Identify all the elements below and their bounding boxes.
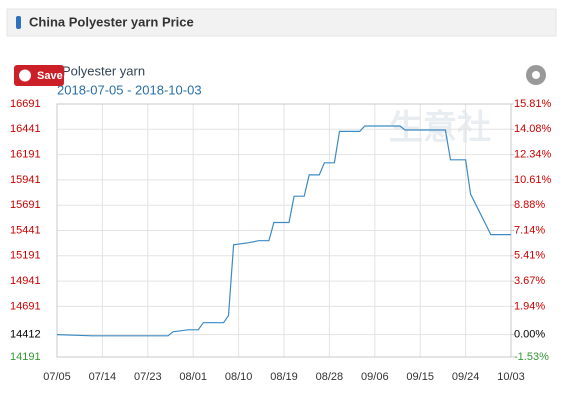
y-tick-label: 14412 bbox=[10, 329, 41, 341]
x-tick-label: 09/24 bbox=[452, 371, 480, 383]
x-tick-label: 08/10 bbox=[225, 371, 253, 383]
y2-tick-label: 0.00% bbox=[514, 329, 545, 341]
zoom-icon[interactable] bbox=[526, 65, 546, 85]
x-tick-label: 08/01 bbox=[179, 371, 207, 383]
y2-tick-label: 1.94% bbox=[514, 300, 545, 312]
x-tick-label: 07/14 bbox=[89, 371, 117, 383]
x-tick-label: 07/05 bbox=[43, 371, 71, 383]
x-tick-label: 10/03 bbox=[497, 371, 525, 383]
y-tick-label: 16441 bbox=[10, 123, 41, 135]
y2-tick-label: 8.88% bbox=[514, 199, 545, 211]
series-line bbox=[56, 125, 511, 337]
y-tick-label: 14191 bbox=[10, 351, 41, 363]
y2-tick-label: 15.81% bbox=[514, 98, 552, 110]
y2-tick-label: 3.67% bbox=[514, 275, 545, 287]
y-tick-label: 16691 bbox=[10, 98, 41, 110]
save-button[interactable]: Save bbox=[14, 65, 64, 86]
y2-tick-label: 5.41% bbox=[514, 250, 545, 262]
header-bar bbox=[6, 8, 557, 37]
y-tick-label: 14691 bbox=[10, 300, 41, 312]
y2-tick-label: 12.34% bbox=[514, 149, 552, 161]
save-label[interactable]: Save bbox=[37, 70, 63, 82]
watermark: 生意社 bbox=[389, 109, 491, 147]
y2-tick-label: 7.14% bbox=[514, 224, 545, 236]
x-tick-label: 08/28 bbox=[316, 371, 344, 383]
pin-icon bbox=[19, 69, 31, 82]
y-tick-label: 15941 bbox=[10, 174, 41, 186]
y-tick-label: 16191 bbox=[10, 149, 41, 161]
header-icon bbox=[16, 16, 21, 29]
y-tick-label: 14941 bbox=[10, 275, 41, 287]
x-tick-label: 07/23 bbox=[134, 371, 162, 383]
y-tick-label: 15691 bbox=[10, 199, 41, 211]
y2-tick-label: 14.08% bbox=[514, 123, 552, 135]
y-tick-label: 15441 bbox=[10, 224, 41, 236]
legend-entry: Polyester yarn bbox=[62, 63, 145, 78]
y-tick-label: 15191 bbox=[10, 250, 41, 262]
x-tick-label: 08/19 bbox=[270, 371, 298, 383]
header-title: China Polyester yarn Price bbox=[29, 14, 194, 29]
y2-tick-label: 10.61% bbox=[514, 174, 552, 186]
y2-tick-label: -1.53% bbox=[514, 351, 549, 363]
subtitle: 2018-07-05 - 2018-10-03 bbox=[57, 82, 202, 97]
x-tick-label: 09/06 bbox=[361, 371, 389, 383]
zoom-center bbox=[532, 71, 540, 79]
x-tick-label: 09/15 bbox=[406, 371, 434, 383]
